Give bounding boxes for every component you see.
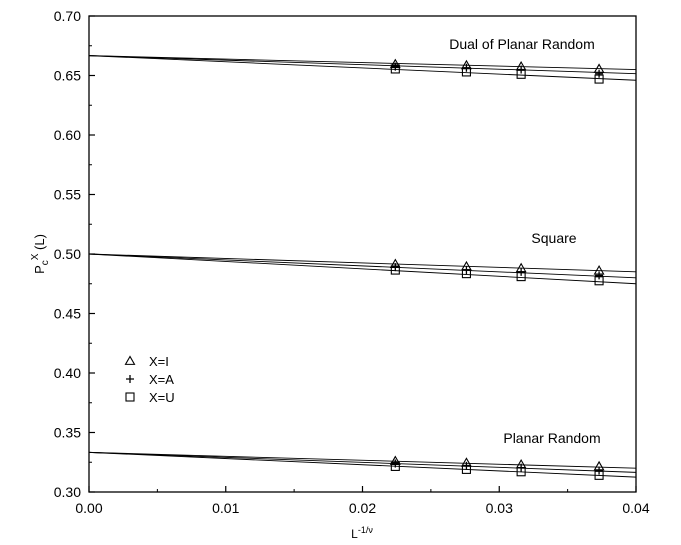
plus-marker bbox=[391, 62, 400, 71]
y-axis-label-suffix: (L) bbox=[32, 234, 47, 254]
square-marker bbox=[461, 464, 471, 474]
x-tick-label: 0.00 bbox=[75, 500, 102, 516]
y-tick-label: 0.45 bbox=[54, 306, 81, 322]
y-tick-label: 0.30 bbox=[54, 484, 81, 500]
x-tick-label: 0.01 bbox=[212, 500, 239, 516]
square-marker bbox=[594, 470, 604, 480]
legend: X=I X=A X=U bbox=[124, 354, 175, 405]
plus-marker bbox=[391, 263, 400, 272]
y-axis-label-superscript: X bbox=[30, 253, 41, 260]
fit-line bbox=[88, 55, 637, 75]
legend-label: X=A bbox=[149, 372, 174, 387]
square-marker bbox=[594, 74, 604, 84]
square-marker bbox=[516, 69, 526, 79]
fit-line bbox=[88, 55, 637, 70]
plus-marker bbox=[517, 65, 526, 74]
fit-line bbox=[88, 253, 637, 273]
fit-lines bbox=[88, 55, 637, 478]
y-tick-label: 0.50 bbox=[54, 246, 81, 262]
fit-line bbox=[88, 451, 637, 469]
plus-marker bbox=[517, 267, 526, 276]
fit-line bbox=[88, 253, 637, 279]
square-marker bbox=[390, 265, 400, 275]
square-marker bbox=[516, 467, 526, 477]
group-label: Square bbox=[531, 230, 576, 246]
fit-line bbox=[88, 253, 637, 285]
plus-marker bbox=[595, 466, 604, 475]
fit-line bbox=[88, 451, 637, 473]
x-axis-label-base: L bbox=[351, 527, 358, 541]
legend-square-marker bbox=[125, 392, 135, 402]
data-points bbox=[389, 58, 605, 480]
x-axis-label: L-1/ν bbox=[351, 525, 373, 541]
plus-marker bbox=[595, 69, 604, 78]
y-axis-label-subscript: c bbox=[40, 260, 51, 265]
y-axis-label-base: P bbox=[32, 265, 47, 274]
fit-line bbox=[88, 55, 637, 81]
group-label: Planar Random bbox=[503, 430, 600, 446]
square-marker bbox=[516, 272, 526, 282]
plot-frame bbox=[88, 15, 637, 493]
square-marker bbox=[594, 276, 604, 286]
fit-line bbox=[88, 451, 637, 478]
plus-marker bbox=[595, 271, 604, 280]
square-marker bbox=[390, 64, 400, 74]
x-tick-label: 0.04 bbox=[622, 500, 649, 516]
legend-plus-marker bbox=[126, 375, 134, 383]
y-tick-label: 0.65 bbox=[54, 68, 81, 84]
group-label: Dual of Planar Random bbox=[449, 36, 595, 52]
square-marker bbox=[461, 269, 471, 279]
plus-marker bbox=[391, 459, 400, 468]
x-tick-label: 0.03 bbox=[486, 500, 513, 516]
legend-triangle-marker bbox=[124, 355, 136, 365]
legend-label: X=U bbox=[149, 390, 175, 405]
square-marker bbox=[461, 67, 471, 77]
y-tick-label: 0.70 bbox=[54, 8, 81, 24]
x-axis-label-exponent: -1/ν bbox=[358, 525, 374, 535]
group-labels: Dual of Planar Random Square Planar Random bbox=[449, 36, 600, 446]
y-tick-label: 0.35 bbox=[54, 425, 81, 441]
legend-label: X=I bbox=[149, 354, 169, 369]
y-tick-label: 0.60 bbox=[54, 127, 81, 143]
x-tick-label: 0.02 bbox=[349, 500, 376, 516]
y-axis-label: PcX (L) bbox=[30, 234, 51, 274]
y-tick-label: 0.55 bbox=[54, 187, 81, 203]
y-tick-label: 0.40 bbox=[54, 365, 81, 381]
axis-ticks: 0.00 0.01 0.02 0.03 0.04 0.30 0.35 0.40 0.45 0.50… bbox=[54, 8, 650, 516]
square-marker bbox=[390, 461, 400, 471]
